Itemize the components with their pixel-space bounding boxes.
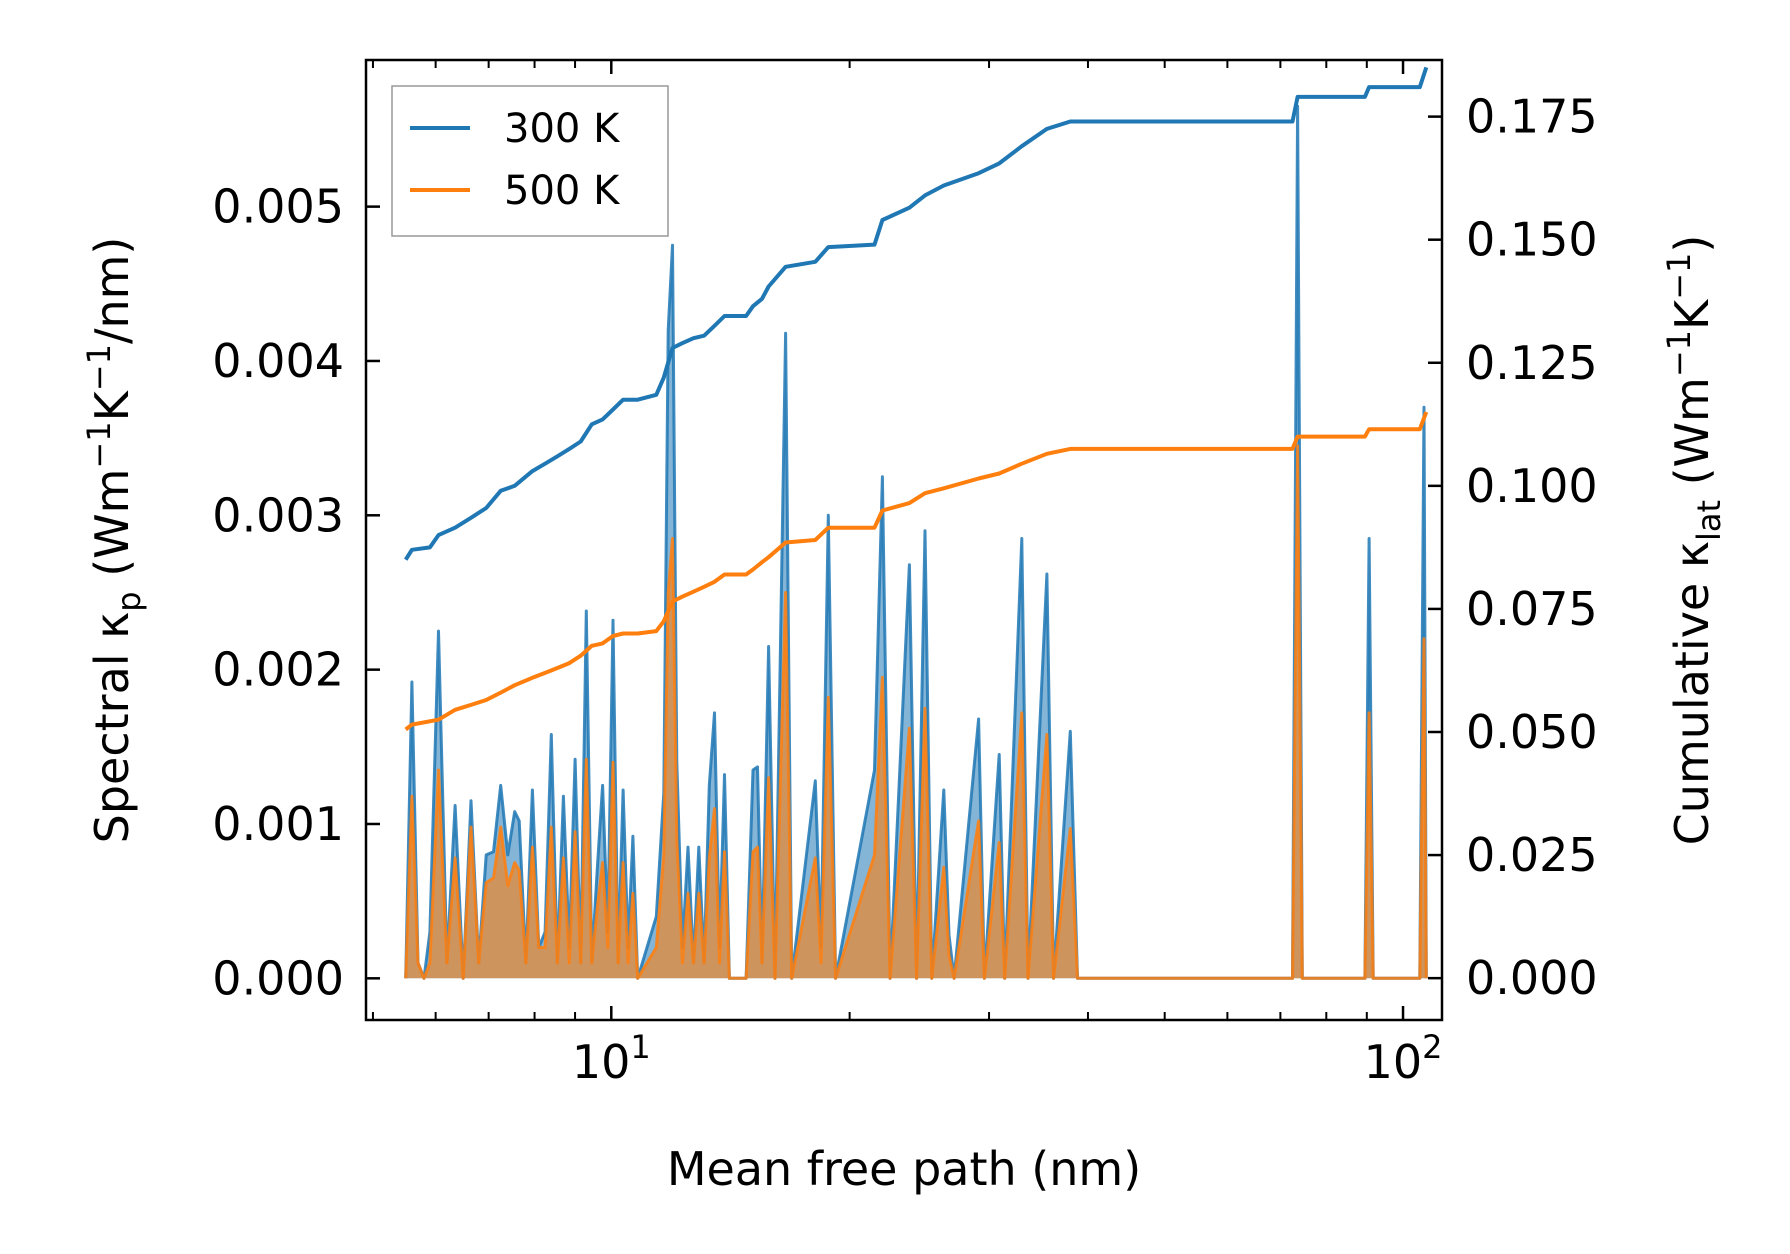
x-tick-label: 102 (1364, 1028, 1443, 1089)
y-left-tick-label: 0.000 (212, 951, 344, 1005)
y-axis-left-label: Spectral κp (Wm−1K−1/nm) (80, 237, 148, 844)
spectral-500k-area (405, 445, 1427, 979)
y-left-tick-label: 0.005 (212, 180, 344, 234)
y-right-tick-label: 0.100 (1466, 459, 1598, 513)
plot-frame (364, 58, 1444, 1022)
legend-label-500k: 500 K (504, 168, 621, 214)
y-right-tick-label: 0.050 (1466, 705, 1598, 759)
y-axis-right-label: Cumulative κlat (Wm−1K−1) (1660, 235, 1728, 846)
y-left-tick-label: 0.001 (212, 797, 344, 851)
legend-label-300k: 300 K (504, 106, 621, 152)
cumulative-300k-line (404, 66, 1429, 561)
y-left-tick-label: 0.002 (212, 643, 344, 697)
y-right-tick-label: 0.025 (1466, 828, 1598, 882)
y-right-tick-label: 0.150 (1466, 213, 1598, 267)
legend-frame (391, 85, 669, 237)
spectral-300k-line (404, 104, 1428, 980)
legend: 300 K 500 K (391, 85, 669, 237)
y-left-tick-label: 0.004 (212, 334, 344, 388)
x-axis-label: Mean free path (nm) (667, 1142, 1141, 1196)
y-right-tick-label: 0.125 (1466, 336, 1598, 390)
spectral-500k-line (404, 444, 1428, 980)
y-left-tick-label: 0.003 (212, 488, 344, 542)
y-right-tick-label: 0.075 (1466, 582, 1598, 636)
y-right-tick-label: 0.175 (1466, 90, 1598, 144)
y-right-tick-label: 0.000 (1466, 951, 1598, 1005)
x-tick-label: 101 (572, 1028, 651, 1089)
cumulative-500k-line (404, 411, 1429, 732)
